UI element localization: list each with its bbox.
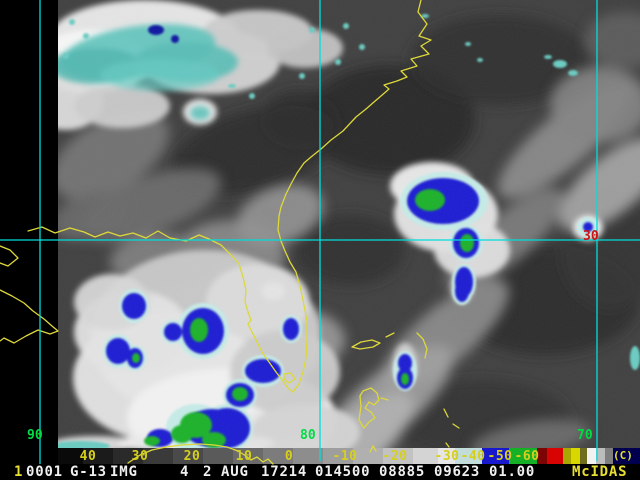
status-resolution: 01.00 (489, 464, 536, 480)
status-image-type: IMG (110, 464, 138, 480)
status-band: 4 (180, 464, 190, 480)
temperature-colorbar (58, 448, 640, 464)
status-app-label: McIDAS (572, 464, 628, 480)
status-time: 014500 (315, 464, 371, 480)
latitude-label-30: 30 (583, 229, 599, 244)
status-frame-number: 1 (14, 464, 24, 480)
map-coastline-overlay (0, 0, 460, 465)
status-line-coord: 08885 (379, 464, 426, 480)
status-satellite: G-13 (70, 464, 107, 480)
longitude-label-90: 90 (27, 428, 43, 443)
status-julian-date: 17214 (261, 464, 308, 480)
status-element-coord: 09623 (434, 464, 481, 480)
longitude-label-70: 70 (577, 428, 593, 443)
ir-imagery (58, 0, 640, 448)
status-image-id: 0001 (26, 464, 63, 480)
longitude-label-80: 80 (300, 428, 316, 443)
status-month: AUG (221, 464, 249, 480)
latlon-grid-lines (0, 0, 640, 464)
status-day: 2 (203, 464, 213, 480)
